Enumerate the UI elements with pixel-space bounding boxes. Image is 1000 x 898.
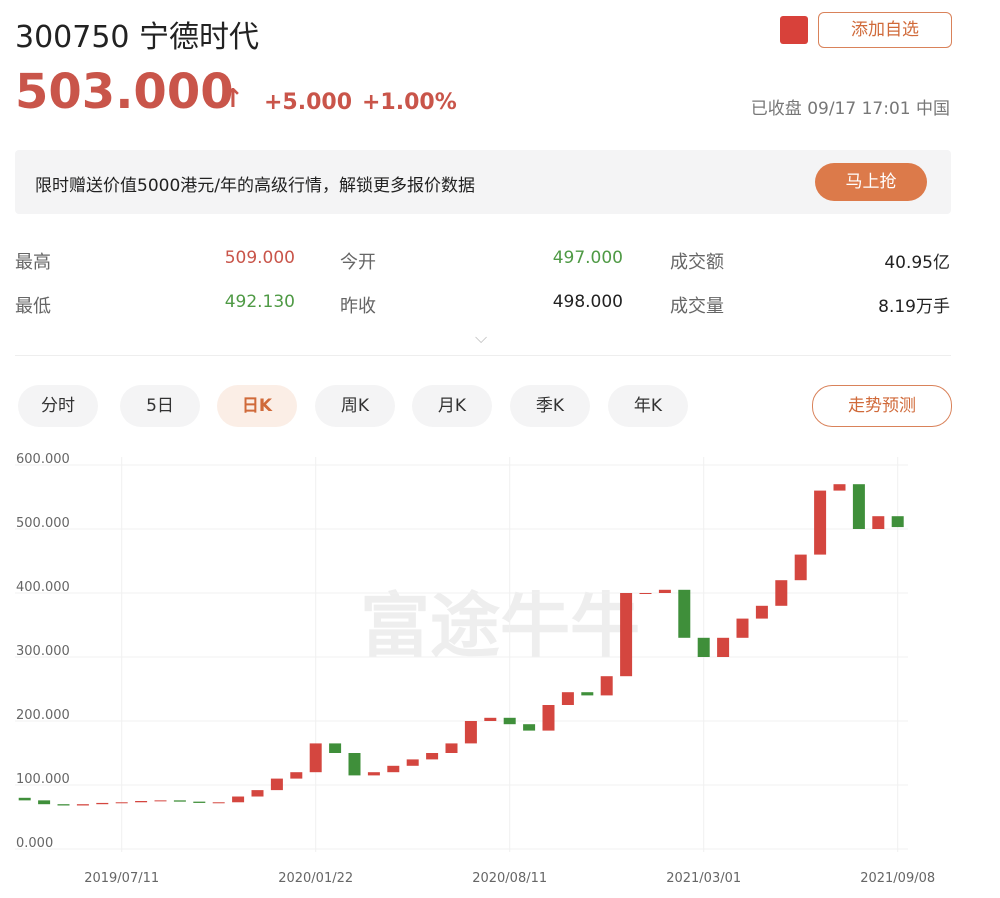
- candle-body: [600, 676, 613, 696]
- y-tick-label: 300.000: [16, 644, 70, 659]
- candle-body: [833, 484, 846, 491]
- forecast-label: 走势预测: [848, 396, 916, 416]
- candle-body: [736, 618, 749, 638]
- candle-body: [464, 721, 477, 744]
- candle-body: [251, 790, 264, 797]
- candle-body: [814, 490, 827, 555]
- candle-body: [270, 778, 283, 791]
- market-status: 已收盘 09/17 17:01 中国: [750, 99, 950, 119]
- candle-body: [852, 484, 865, 529]
- y-tick-label: 600.000: [16, 452, 70, 467]
- candle-body: [445, 743, 458, 753]
- stat-value: 492.130: [224, 292, 295, 312]
- candle-body: [406, 759, 419, 766]
- candle-body: [387, 765, 400, 773]
- x-tick-label: 2021/03/01: [666, 871, 741, 886]
- forecast-button[interactable]: 走势预测: [812, 385, 952, 427]
- y-tick-label: 100.000: [16, 772, 70, 787]
- candle-body: [154, 800, 167, 802]
- stat-value: 498.000: [552, 292, 623, 312]
- stat-label: 最低: [15, 296, 51, 317]
- y-tick-label: 500.000: [16, 516, 70, 531]
- chart: 富途牛牛 0.000 100.000 200.000 300.000 400.000 50…: [15, 452, 935, 886]
- candle-body: [232, 796, 245, 803]
- stat-label: 成交量: [670, 296, 724, 317]
- tab[interactable]: 年K: [608, 385, 688, 427]
- candle-body: [775, 580, 788, 606]
- candle-body: [96, 802, 109, 805]
- watermark: 富途牛牛: [360, 585, 640, 667]
- candle-body: [678, 589, 691, 638]
- watch-label: 添加自选: [851, 20, 919, 40]
- candle-body: [581, 692, 594, 696]
- change-pct: +1.00%: [362, 90, 457, 115]
- stat-label: 成交额: [670, 252, 724, 273]
- banner-button[interactable]: 马上抢: [815, 163, 927, 201]
- x-tick-label: 2020/01/22: [278, 871, 353, 886]
- y-tick-label: 200.000: [16, 708, 70, 723]
- candle-body: [620, 593, 633, 677]
- candle-body: [76, 804, 89, 806]
- candle-body: [523, 724, 536, 731]
- candle-body: [212, 802, 225, 804]
- tab[interactable]: 日K: [217, 385, 297, 427]
- candle-body: [115, 802, 128, 804]
- candle-body: [561, 692, 574, 705]
- up-arrow: ↑: [222, 84, 244, 114]
- candle-body: [290, 772, 303, 779]
- candle-body: [193, 801, 206, 803]
- divider: [15, 355, 951, 356]
- price: 503.000: [15, 64, 234, 120]
- candle-body: [697, 637, 710, 657]
- candle-body: [891, 516, 904, 528]
- tab[interactable]: 周K: [315, 385, 395, 427]
- banner: 限时赠送价值5000港元/年的高级行情，解锁更多报价数据 马上抢: [15, 150, 951, 214]
- candle-body: [484, 717, 497, 721]
- stat-label: 最高: [15, 252, 51, 273]
- x-tick-label: 2019/07/11: [84, 871, 159, 886]
- stat-value: 40.95亿: [884, 253, 950, 273]
- candle-body: [639, 593, 652, 594]
- candle-body: [658, 589, 671, 593]
- candle-body: [135, 801, 148, 803]
- candle-body: [542, 705, 555, 731]
- candle-body: [309, 743, 322, 773]
- tab[interactable]: 月K: [412, 385, 492, 427]
- stat-value: 509.000: [224, 248, 295, 268]
- y-tick-label: 0.000: [16, 836, 53, 851]
- x-tick-label: 2020/08/11: [472, 871, 547, 886]
- candle-body: [348, 753, 361, 776]
- candle-body: [503, 717, 516, 725]
- candle-body: [18, 797, 31, 801]
- banner-text: 限时赠送价值5000港元/年的高级行情，解锁更多报价数据: [35, 176, 475, 196]
- candle-body: [367, 772, 380, 776]
- watch-button[interactable]: 添加自选: [818, 12, 952, 48]
- flag: [780, 16, 808, 44]
- expand-chevron[interactable]: ⌵: [475, 328, 488, 347]
- y-tick-label: 400.000: [16, 580, 70, 595]
- stat-value: 8.19万手: [878, 297, 950, 317]
- candle-body: [426, 753, 439, 760]
- tab[interactable]: 5日: [120, 385, 200, 427]
- candle-body: [794, 554, 807, 581]
- stat-value: 497.000: [552, 248, 623, 268]
- change: +5.000: [264, 90, 353, 115]
- candle-body: [38, 800, 51, 805]
- candle-body: [872, 516, 885, 529]
- candle-body: [57, 804, 70, 806]
- candle-body: [173, 800, 186, 802]
- candle-body: [329, 743, 342, 753]
- candle-body: [717, 637, 730, 657]
- stock-title: 300750 宁德时代: [15, 20, 260, 55]
- candle-body: [755, 605, 768, 619]
- tab[interactable]: 分时: [18, 385, 98, 427]
- x-tick-label: 2021/09/08: [860, 871, 935, 886]
- tab[interactable]: 季K: [510, 385, 590, 427]
- stat-label: 昨收: [340, 296, 376, 317]
- stat-label: 今开: [340, 252, 376, 273]
